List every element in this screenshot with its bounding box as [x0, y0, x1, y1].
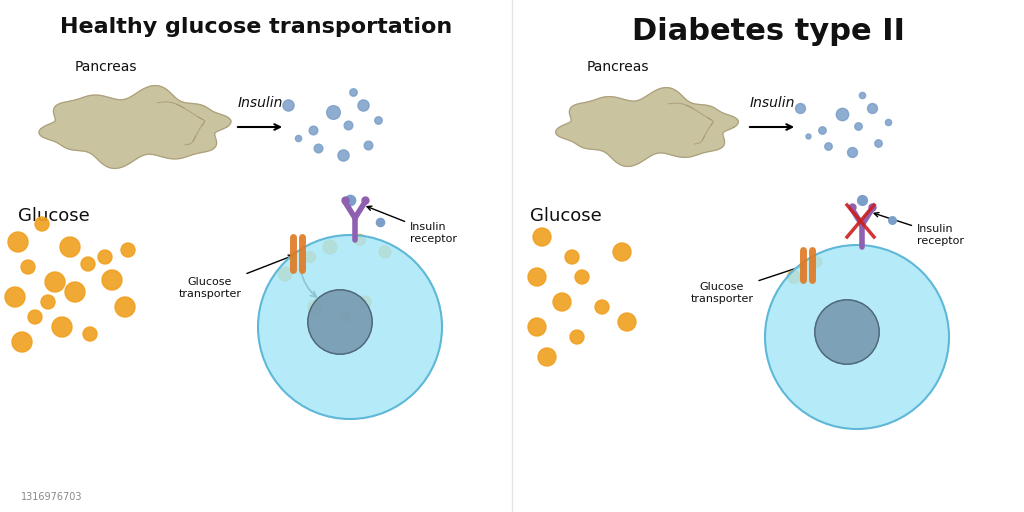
Circle shape: [60, 237, 80, 257]
Circle shape: [765, 245, 949, 429]
Point: [880, 118, 896, 126]
Circle shape: [28, 310, 42, 324]
Circle shape: [35, 217, 49, 231]
Circle shape: [379, 246, 391, 258]
Circle shape: [613, 243, 631, 261]
Circle shape: [359, 296, 371, 308]
Point: [884, 216, 900, 224]
Circle shape: [8, 232, 28, 252]
Point: [800, 132, 816, 140]
Text: Pancreas: Pancreas: [75, 60, 137, 74]
Point: [844, 148, 860, 156]
Circle shape: [538, 348, 556, 366]
Circle shape: [528, 268, 546, 286]
Point: [340, 121, 356, 129]
Circle shape: [278, 267, 292, 281]
Text: Glucose: Glucose: [530, 207, 602, 225]
Circle shape: [81, 257, 95, 271]
Point: [305, 126, 322, 134]
Point: [345, 88, 361, 96]
Point: [342, 196, 358, 204]
Point: [372, 218, 388, 226]
Text: Insulin: Insulin: [750, 96, 795, 110]
Circle shape: [5, 287, 25, 307]
Point: [814, 126, 830, 134]
Text: 1316976703: 1316976703: [20, 492, 82, 502]
Point: [834, 110, 850, 118]
Circle shape: [65, 282, 85, 302]
Circle shape: [98, 250, 112, 264]
Circle shape: [354, 234, 366, 245]
Circle shape: [323, 240, 337, 254]
Text: Pancreas: Pancreas: [587, 60, 649, 74]
Point: [792, 104, 808, 112]
Circle shape: [258, 235, 442, 419]
Circle shape: [340, 311, 350, 323]
Point: [337, 196, 353, 204]
Circle shape: [570, 330, 584, 344]
Point: [820, 142, 837, 150]
Circle shape: [52, 317, 72, 337]
Text: Healthy glucose transportation: Healthy glucose transportation: [59, 17, 453, 37]
Polygon shape: [556, 88, 738, 166]
Point: [354, 101, 371, 109]
Point: [844, 203, 860, 211]
Circle shape: [83, 327, 97, 341]
Circle shape: [528, 318, 546, 336]
Text: Insulin: Insulin: [238, 96, 283, 110]
Point: [869, 139, 886, 147]
Circle shape: [115, 297, 135, 317]
Circle shape: [595, 300, 609, 314]
Circle shape: [534, 228, 551, 246]
Point: [359, 141, 376, 149]
Point: [356, 196, 373, 204]
Circle shape: [787, 270, 801, 284]
Text: Glucose
transporter: Glucose transporter: [690, 265, 805, 304]
Point: [854, 91, 870, 99]
Text: Glucose
transporter: Glucose transporter: [178, 255, 293, 298]
Point: [310, 144, 327, 152]
Circle shape: [121, 243, 135, 257]
Point: [864, 203, 881, 211]
Circle shape: [45, 272, 65, 292]
Circle shape: [22, 260, 35, 274]
Circle shape: [304, 251, 315, 263]
Point: [290, 134, 306, 142]
Circle shape: [812, 257, 822, 267]
Circle shape: [308, 300, 322, 314]
Circle shape: [102, 270, 122, 290]
Text: Insulin
receptor: Insulin receptor: [367, 206, 457, 244]
Point: [864, 104, 881, 112]
Text: Diabetes type II: Diabetes type II: [632, 17, 904, 46]
Point: [370, 116, 386, 124]
Text: Insulin
receptor: Insulin receptor: [874, 212, 964, 246]
Text: Glucose: Glucose: [18, 207, 90, 225]
Circle shape: [308, 290, 372, 354]
Circle shape: [575, 270, 589, 284]
Point: [335, 151, 351, 159]
Polygon shape: [39, 86, 231, 168]
Point: [850, 122, 866, 130]
Circle shape: [12, 332, 32, 352]
Circle shape: [565, 250, 579, 264]
Point: [280, 101, 296, 109]
Circle shape: [815, 300, 880, 364]
Circle shape: [553, 293, 571, 311]
Point: [854, 196, 870, 204]
Point: [325, 108, 341, 116]
Circle shape: [618, 313, 636, 331]
Circle shape: [41, 295, 55, 309]
